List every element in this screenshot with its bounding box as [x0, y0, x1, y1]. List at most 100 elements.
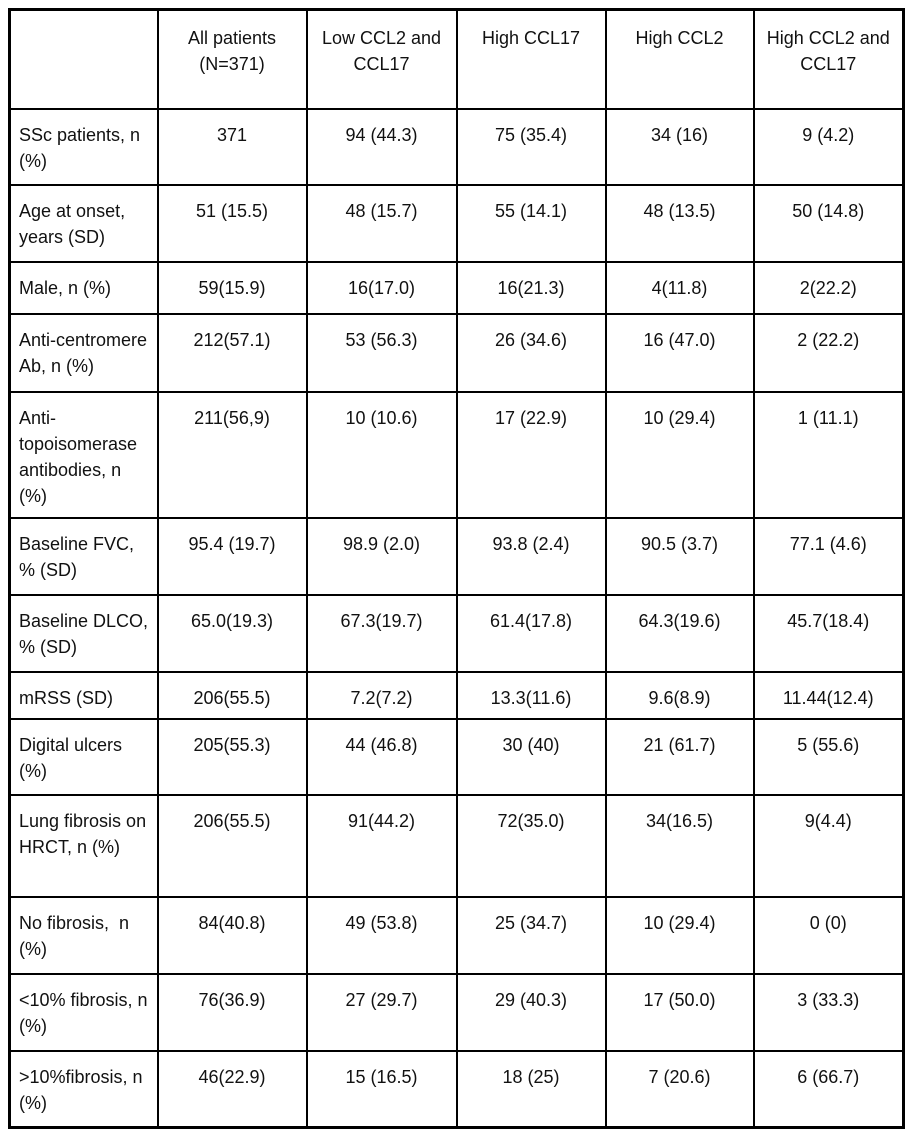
data-cell: 90.5 (3.7) [604, 516, 755, 596]
table-row: SSc patients, n (%) 371 94 (44.3) 75 (35.4)… [8, 107, 905, 186]
data-cell: 61.4(17.8) [455, 593, 607, 673]
data-cell: 53 (56.3) [305, 312, 458, 393]
data-cell: 94 (44.3) [305, 107, 458, 186]
data-cell: 27 (29.7) [305, 972, 458, 1052]
data-cell: 67.3(19.7) [305, 593, 458, 673]
table-row: No fibrosis, n (%) 84(40.8) 49 (53.8) 25 (3… [8, 895, 905, 975]
data-cell: 4(11.8) [604, 260, 755, 315]
header-row: All patients (N=371) Low CCL2 and CCL17 Hi… [8, 8, 905, 110]
data-cell: 76(36.9) [156, 972, 308, 1052]
table-row: Age at onset, years (SD) 51 (15.5) 48 (15.… [8, 183, 905, 263]
data-cell: 10 (29.4) [604, 390, 755, 519]
column-header: High CCL2 [604, 8, 755, 110]
row-label: mRSS (SD) [8, 670, 159, 720]
corner-cell [8, 8, 159, 110]
data-cell: 206(55.5) [156, 793, 308, 898]
row-label: Digital ulcers (%) [8, 717, 159, 796]
data-cell: 93.8 (2.4) [455, 516, 607, 596]
data-cell: 15 (16.5) [305, 1049, 458, 1129]
data-cell: 13.3(11.6) [455, 670, 607, 720]
data-cell: 9 (4.2) [752, 107, 905, 186]
data-cell: 3 (33.3) [752, 972, 905, 1052]
data-cell: 48 (13.5) [604, 183, 755, 263]
data-cell: 95.4 (19.7) [156, 516, 308, 596]
data-cell: 55 (14.1) [455, 183, 607, 263]
row-label: Anti-centromere Ab, n (%) [8, 312, 159, 393]
table-row: mRSS (SD) 206(55.5) 7.2(7.2) 13.3(11.6) 9.6(… [8, 670, 905, 720]
patient-characteristics-table: All patients (N=371) Low CCL2 and CCL17 Hi… [8, 8, 905, 1129]
row-label: Baseline DLCO, % (SD) [8, 593, 159, 673]
column-header: All patients (N=371) [156, 8, 308, 110]
data-cell: 21 (61.7) [604, 717, 755, 796]
data-cell: 211(56,9) [156, 390, 308, 519]
data-cell: 6 (66.7) [752, 1049, 905, 1129]
data-cell: 84(40.8) [156, 895, 308, 975]
table-row: Baseline FVC, % (SD) 95.4 (19.7) 98.9 (2.0… [8, 516, 905, 596]
data-cell: 44 (46.8) [305, 717, 458, 796]
data-cell: 91(44.2) [305, 793, 458, 898]
data-cell: 16 (47.0) [604, 312, 755, 393]
data-cell: 205(55.3) [156, 717, 308, 796]
data-cell: 17 (50.0) [604, 972, 755, 1052]
row-label: Male, n (%) [8, 260, 159, 315]
row-label: No fibrosis, n (%) [8, 895, 159, 975]
data-cell: 34 (16) [604, 107, 755, 186]
data-cell: 29 (40.3) [455, 972, 607, 1052]
data-cell: 18 (25) [455, 1049, 607, 1129]
data-cell: 51 (15.5) [156, 183, 308, 263]
data-cell: 7.2(7.2) [305, 670, 458, 720]
row-label: Lung fibrosis on HRCT, n (%) [8, 793, 159, 898]
data-cell: 0 (0) [752, 895, 905, 975]
data-cell: 65.0(19.3) [156, 593, 308, 673]
data-cell: 16(21.3) [455, 260, 607, 315]
table-row: Anti-topoisomerase antibodies, n (%) 211(… [8, 390, 905, 519]
data-cell: 72(35.0) [455, 793, 607, 898]
data-cell: 34(16.5) [604, 793, 755, 898]
table-row: Anti-centromere Ab, n (%) 212(57.1) 53 (56… [8, 312, 905, 393]
data-cell: 64.3(19.6) [604, 593, 755, 673]
data-cell: 50 (14.8) [752, 183, 905, 263]
table-row: Digital ulcers (%) 205(55.3) 44 (46.8) 30 (… [8, 717, 905, 796]
data-cell: 25 (34.7) [455, 895, 607, 975]
data-cell: 48 (15.7) [305, 183, 458, 263]
table-row: Baseline DLCO, % (SD) 65.0(19.3) 67.3(19.7… [8, 593, 905, 673]
data-cell: 49 (53.8) [305, 895, 458, 975]
data-cell: 371 [156, 107, 308, 186]
row-label: SSc patients, n (%) [8, 107, 159, 186]
data-cell: 10 (29.4) [604, 895, 755, 975]
row-label: Baseline FVC, % (SD) [8, 516, 159, 596]
data-cell: 30 (40) [455, 717, 607, 796]
data-cell: 5 (55.6) [752, 717, 905, 796]
column-header: High CCL2 and CCL17 [752, 8, 905, 110]
data-cell: 16(17.0) [305, 260, 458, 315]
row-label: <10% fibrosis, n (%) [8, 972, 159, 1052]
data-cell: 98.9 (2.0) [305, 516, 458, 596]
data-cell: 2(22.2) [752, 260, 905, 315]
data-cell: 59(15.9) [156, 260, 308, 315]
data-cell: 10 (10.6) [305, 390, 458, 519]
row-label: Anti-topoisomerase antibodies, n (%) [8, 390, 159, 519]
data-cell: 46(22.9) [156, 1049, 308, 1129]
table-row: Lung fibrosis on HRCT, n (%) 206(55.5) 91(… [8, 793, 905, 898]
data-cell: 212(57.1) [156, 312, 308, 393]
data-cell: 26 (34.6) [455, 312, 607, 393]
row-label: >10%fibrosis, n (%) [8, 1049, 159, 1129]
table-row: <10% fibrosis, n (%) 76(36.9) 27 (29.7) 29 … [8, 972, 905, 1052]
data-cell: 9.6(8.9) [604, 670, 755, 720]
row-label: Age at onset, years (SD) [8, 183, 159, 263]
table-body: SSc patients, n (%) 371 94 (44.3) 75 (35.4)… [8, 107, 905, 1129]
data-cell: 77.1 (4.6) [752, 516, 905, 596]
data-cell: 7 (20.6) [604, 1049, 755, 1129]
data-cell: 11.44(12.4) [752, 670, 905, 720]
data-cell: 206(55.5) [156, 670, 308, 720]
data-cell: 1 (11.1) [752, 390, 905, 519]
column-header: Low CCL2 and CCL17 [305, 8, 458, 110]
data-cell: 75 (35.4) [455, 107, 607, 186]
table-header: All patients (N=371) Low CCL2 and CCL17 Hi… [8, 8, 905, 110]
table-row: Male, n (%) 59(15.9) 16(17.0) 16(21.3) 4(11.… [8, 260, 905, 315]
data-cell: 9(4.4) [752, 793, 905, 898]
data-cell: 45.7(18.4) [752, 593, 905, 673]
table-row: >10%fibrosis, n (%) 46(22.9) 15 (16.5) 18 (… [8, 1049, 905, 1129]
column-header: High CCL17 [455, 8, 607, 110]
